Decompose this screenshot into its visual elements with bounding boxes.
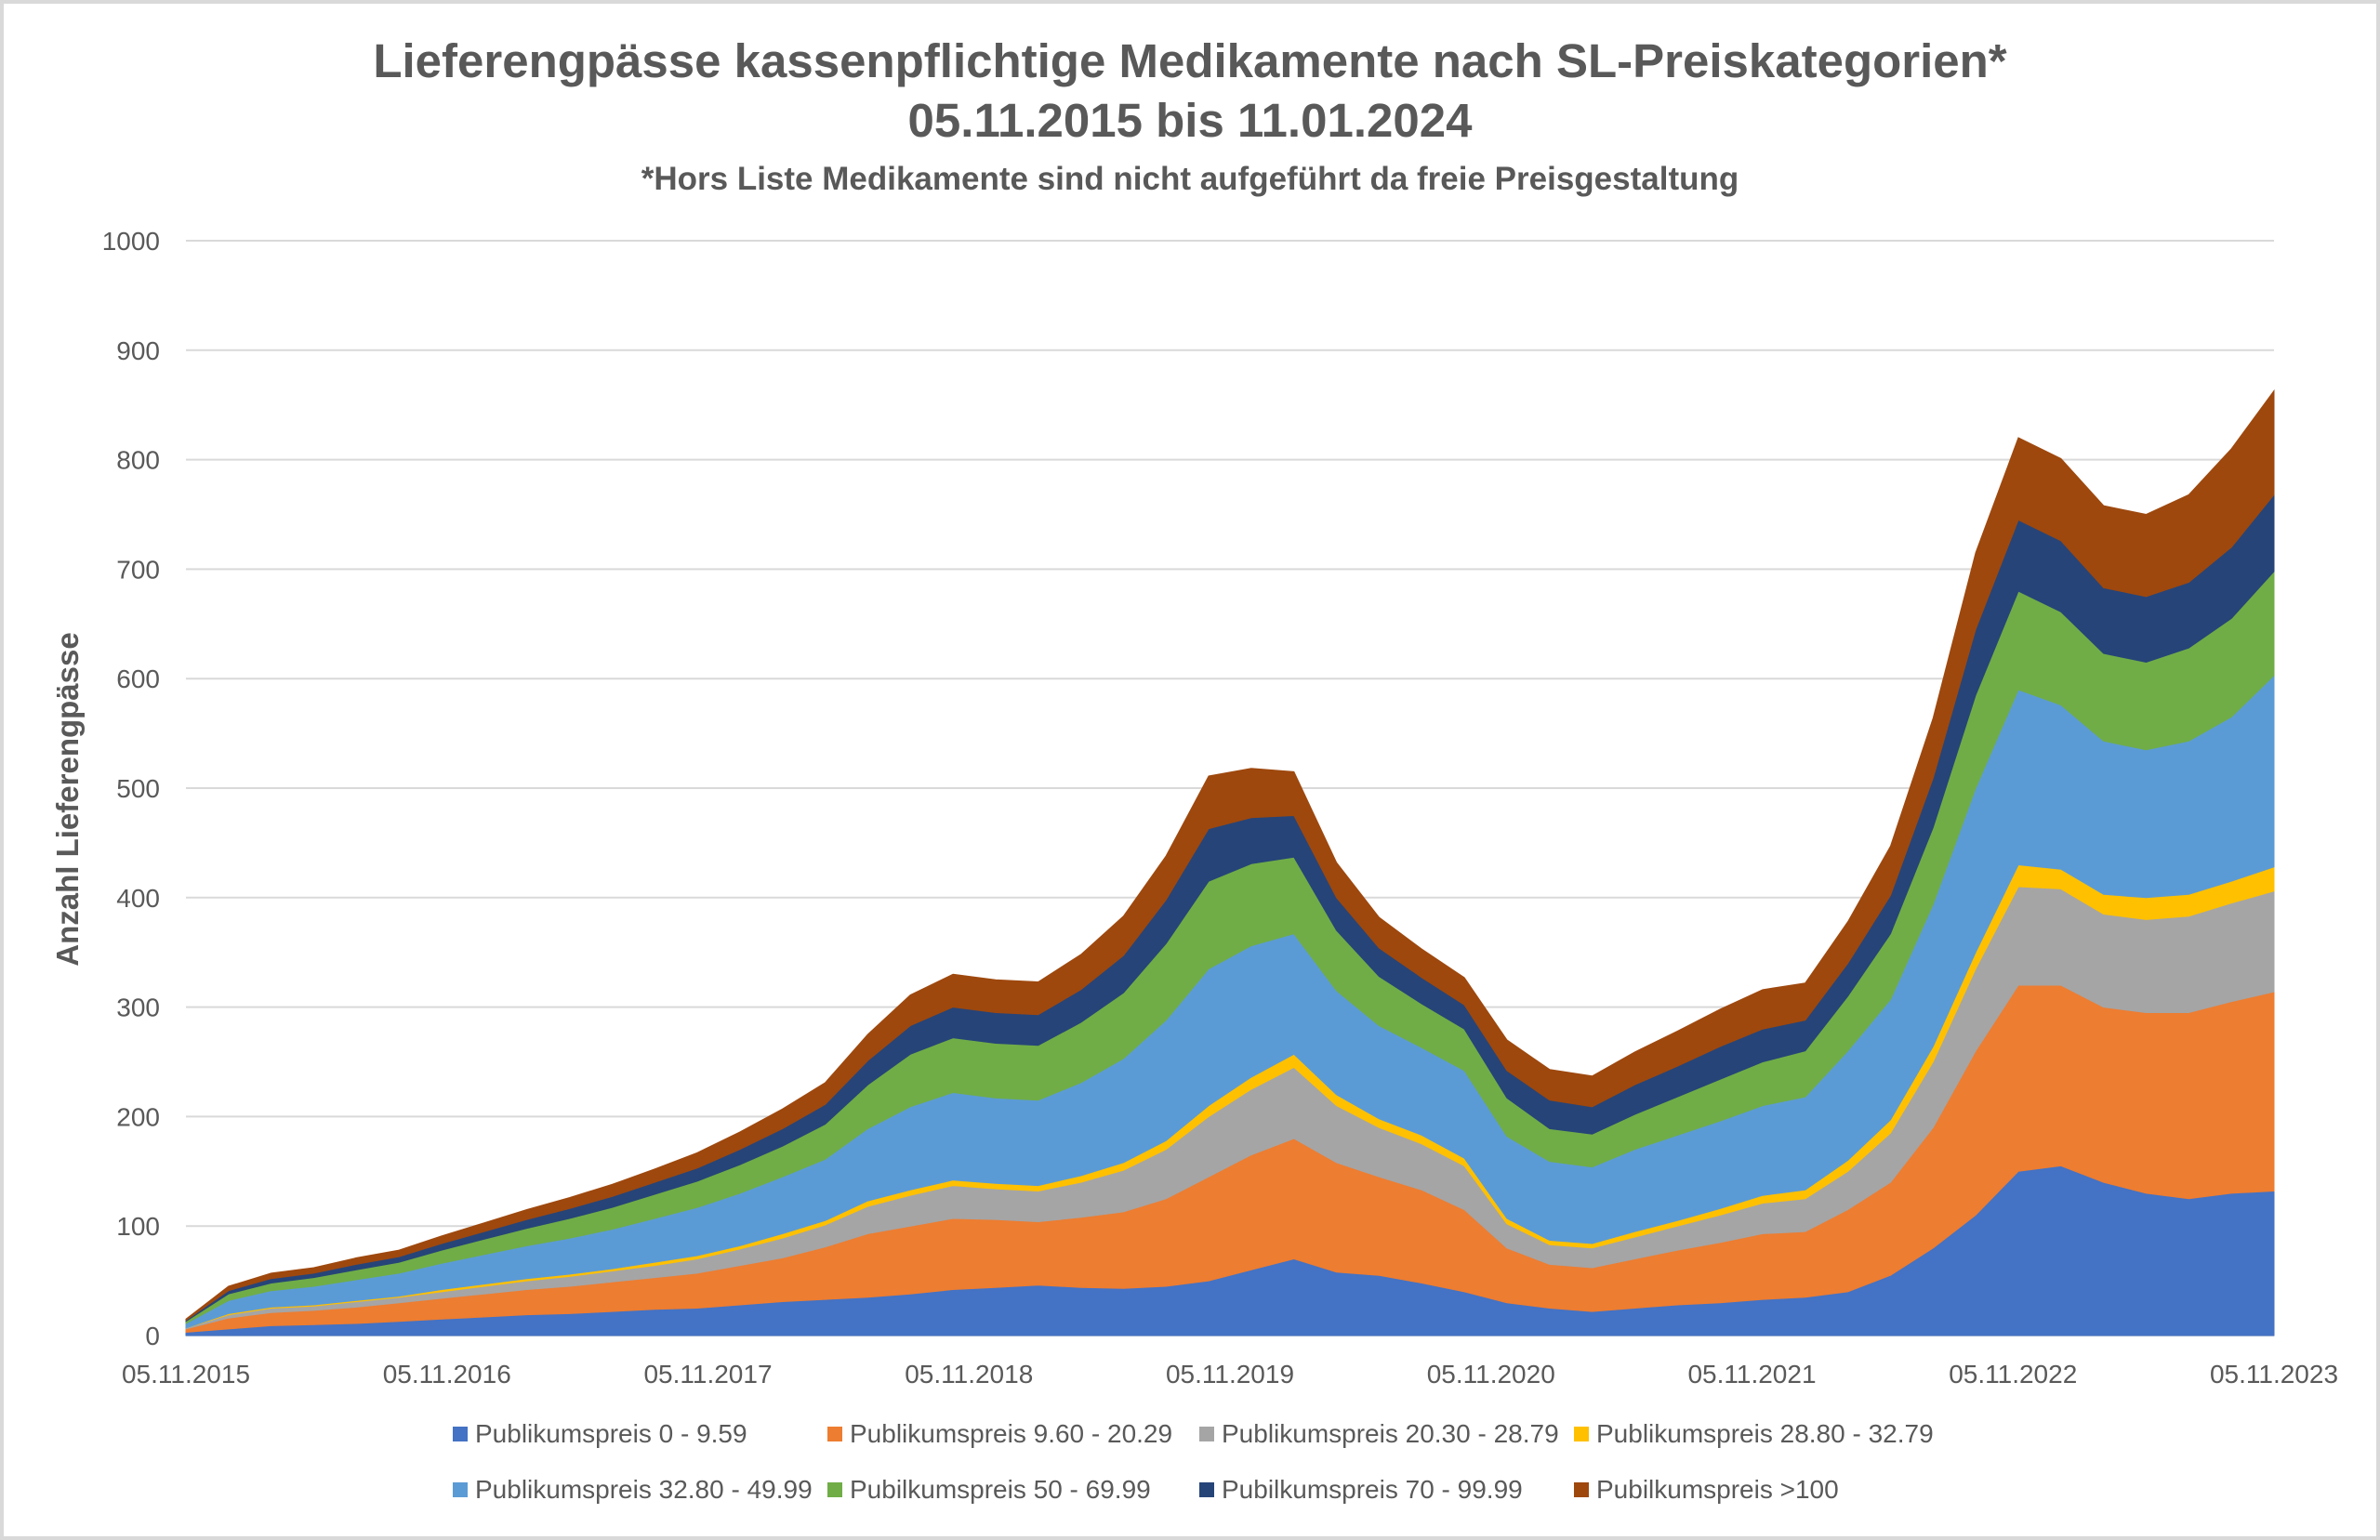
legend-label: Publikumspreis 0 - 9.59 (475, 1419, 747, 1448)
y-tick-label: 0 (145, 1322, 160, 1350)
legend-item: Publikumspreis 28.80 - 32.79 (1574, 1419, 1934, 1449)
legend-swatch (1574, 1427, 1589, 1441)
legend-label: Pubilkumspreis 70 - 99.99 (1222, 1475, 1523, 1504)
x-tick-label: 05.11.2019 (1166, 1360, 1294, 1389)
legend-item: Publikumspreis 32.80 - 49.99 (453, 1475, 813, 1505)
x-tick-label: 05.11.2021 (1687, 1360, 1816, 1389)
x-tick-label: 05.11.2018 (905, 1360, 1033, 1389)
x-tick-label: 05.11.2023 (2210, 1360, 2338, 1389)
legend-item: Pubilkumspreis 70 - 99.99 (1199, 1475, 1523, 1505)
legend-swatch (1199, 1427, 1214, 1441)
x-tick-label: 05.11.2022 (1949, 1360, 2077, 1389)
legend-label: Pubilkumspreis 50 - 69.99 (850, 1475, 1151, 1504)
legend-item: Publikumspreis 20.30 - 28.79 (1199, 1419, 1559, 1449)
legend-label: Publikumspreis 32.80 - 49.99 (475, 1475, 813, 1504)
legend-item: Publikumspreis 9.60 - 20.29 (827, 1419, 1172, 1449)
x-tick-label: 05.11.2017 (643, 1360, 772, 1389)
legend-swatch (453, 1427, 468, 1441)
y-tick-label: 800 (116, 446, 160, 475)
legend-label: Pubilkumspreis >100 (1596, 1475, 1839, 1504)
area-series (185, 388, 2275, 1322)
legend-label: Publikumspreis 28.80 - 32.79 (1596, 1419, 1934, 1448)
legend-item: Pubilkumspreis >100 (1574, 1475, 1839, 1505)
legend-swatch (827, 1482, 842, 1497)
chart-subtitle: *Hors Liste Medikamente sind nicht aufge… (641, 161, 1739, 197)
legend-item: Publikumspreis 0 - 9.59 (453, 1419, 747, 1449)
legend-swatch (1574, 1482, 1589, 1497)
legend-label: Publikumspreis 9.60 - 20.29 (850, 1419, 1173, 1448)
legend-swatch (1199, 1482, 1214, 1497)
y-tick-label: 500 (116, 774, 160, 803)
legend-swatch (827, 1427, 842, 1441)
x-tick-label: 05.11.2015 (122, 1360, 250, 1389)
y-tick-label: 400 (116, 884, 160, 913)
legend-label: Publikumspreis 20.30 - 28.79 (1222, 1419, 1559, 1448)
y-tick-label: 600 (116, 665, 160, 693)
legend-item: Pubilkumspreis 50 - 69.99 (827, 1475, 1151, 1505)
y-tick-label: 1000 (102, 227, 160, 256)
y-tick-label: 700 (116, 555, 160, 584)
y-tick-label: 200 (116, 1102, 160, 1131)
chart-title-date-range: 05.11.2015 bis 11.01.2024 (907, 94, 1473, 147)
chart-title: Lieferengpässe kassenpflichtige Medikame… (373, 34, 2007, 87)
x-tick-label: 05.11.2016 (383, 1360, 511, 1389)
y-tick-label: 100 (116, 1212, 160, 1241)
legend-swatch (453, 1482, 468, 1497)
y-tick-label: 300 (116, 994, 160, 1022)
y-tick-label: 900 (116, 336, 160, 365)
x-tick-label: 05.11.2020 (1427, 1360, 1555, 1389)
